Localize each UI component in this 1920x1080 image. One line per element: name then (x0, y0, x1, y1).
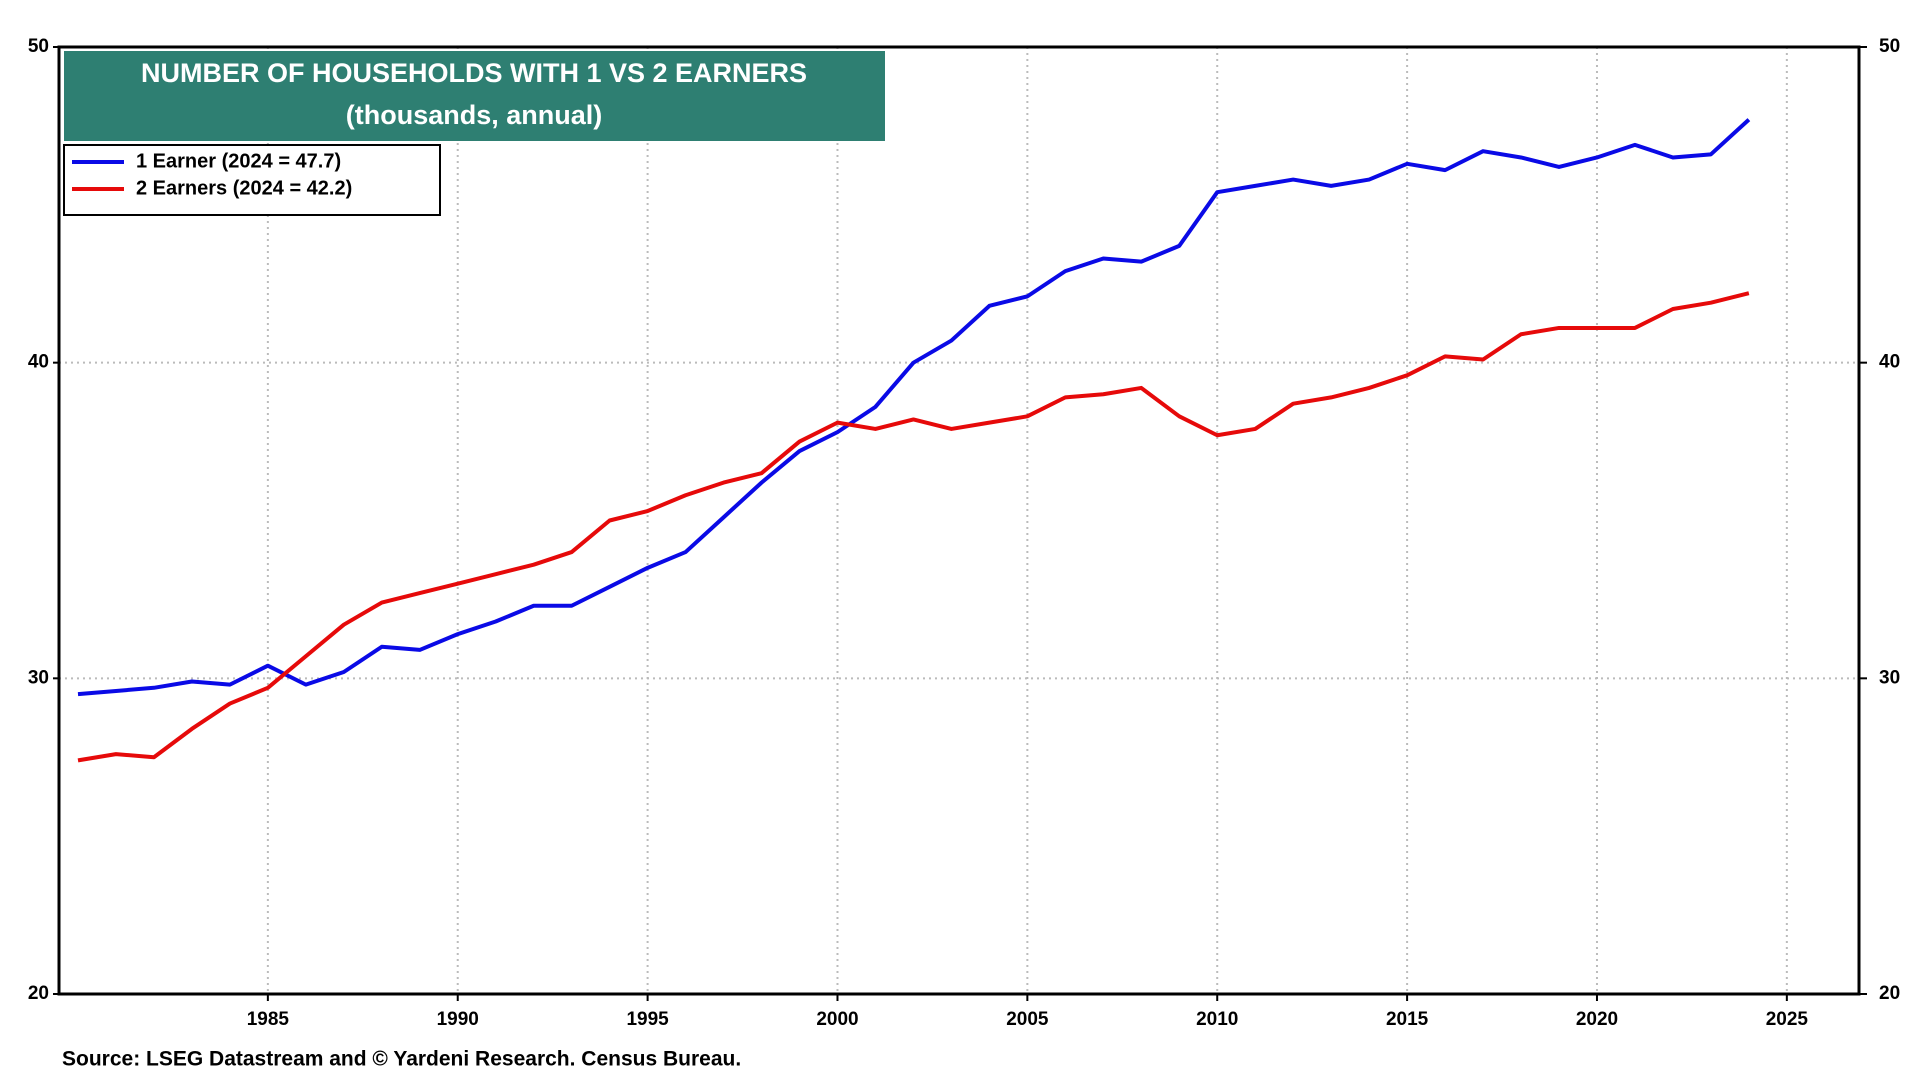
y-tick-label: 50 (28, 36, 49, 57)
source: Source: LSEG Datastream and © Yardeni Re… (62, 1048, 741, 1071)
y2-tick-label: 50 (1879, 36, 1900, 57)
y-tick-label: 20 (28, 983, 49, 1004)
legend-label: 1 Earner (2024 = 47.7) (136, 150, 341, 172)
y2-tick-label: 20 (1879, 983, 1900, 1004)
series-line (77, 118, 1751, 697)
legend-label: 2 Earners (2024 = 42.2) (136, 177, 352, 199)
x-tick-label: 2010 (1196, 1009, 1238, 1030)
x-tick-label: 1990 (437, 1009, 479, 1030)
x-tick-label: 1995 (626, 1009, 669, 1030)
y2-tick-label: 40 (1879, 352, 1900, 373)
plot-frame (57, 45, 1861, 996)
x-tick-label: 1985 (247, 1009, 290, 1030)
x-tick-label: 2020 (1576, 1009, 1618, 1030)
title-box (64, 51, 885, 141)
chart-subtitle: (thousands, annual) (346, 100, 603, 130)
y-tick-label: 30 (28, 667, 49, 688)
chart-title: NUMBER OF HOUSEHOLDS WITH 1 VS 2 EARNERS (141, 58, 807, 88)
y-tick-label: 40 (28, 352, 49, 373)
series-line (77, 291, 1750, 763)
legend-box (63, 144, 441, 216)
y2-tick-label: 30 (1879, 667, 1900, 688)
x-tick-label: 2015 (1386, 1009, 1429, 1030)
x-tick-label: 2005 (1006, 1009, 1049, 1030)
x-tick-label: 2025 (1766, 1009, 1809, 1030)
x-tick-label: 2000 (816, 1009, 858, 1030)
